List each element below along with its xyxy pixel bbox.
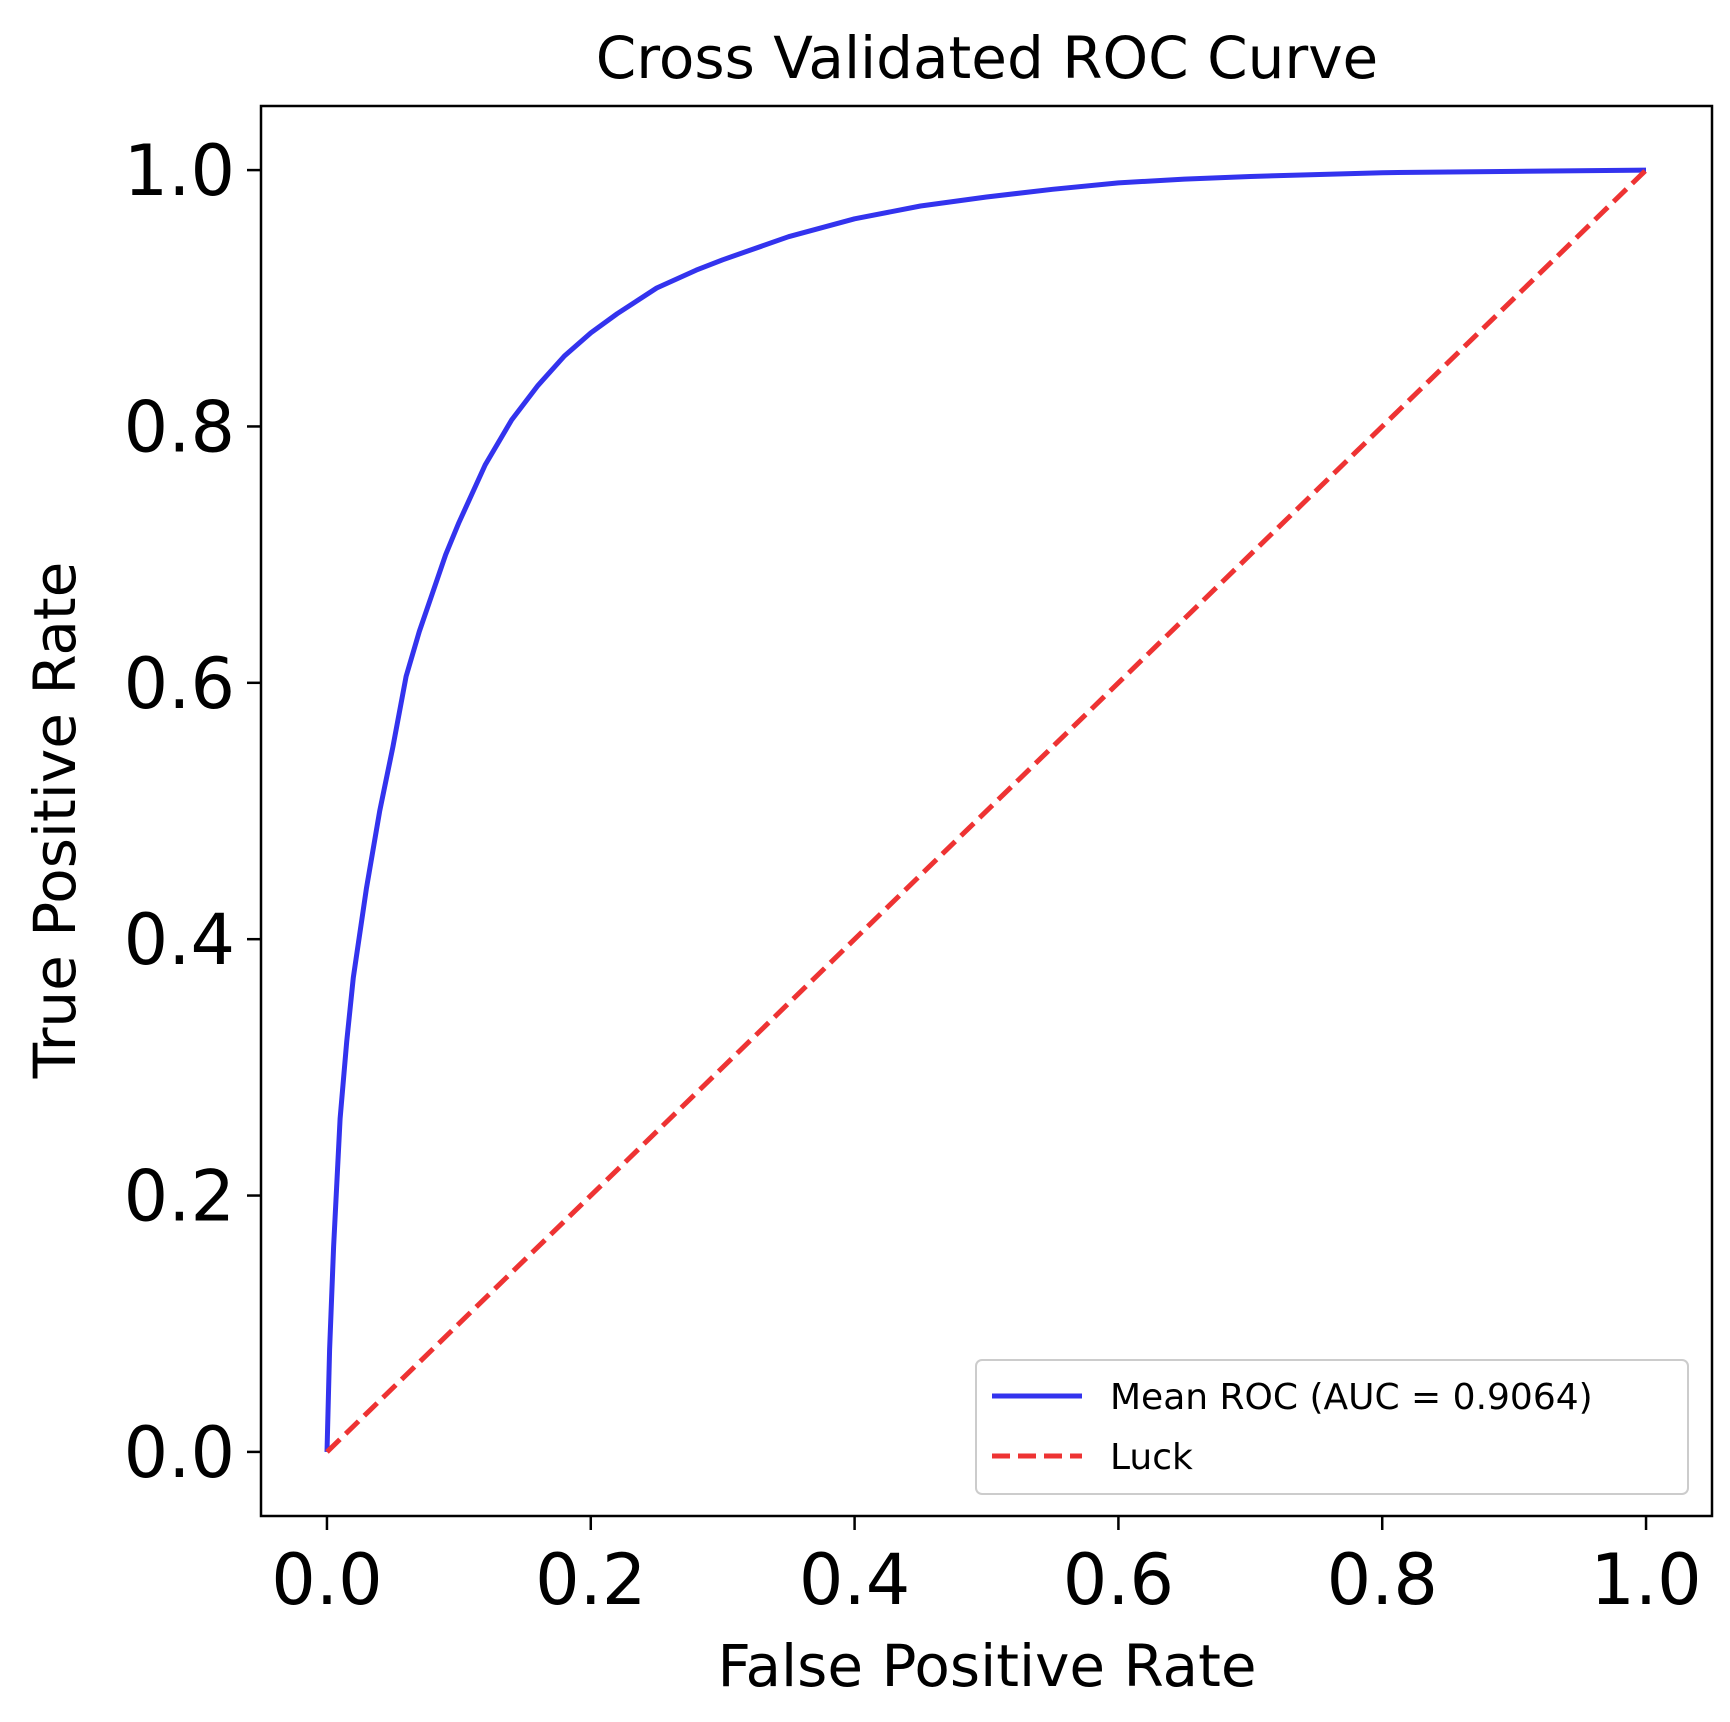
y-axis-label: True Positive Rate: [21, 562, 89, 1080]
luck-line: [327, 170, 1646, 1452]
y-tick-label: 0.0: [124, 1412, 235, 1494]
legend-luck-label: Luck: [1110, 1437, 1193, 1478]
x-tick-label: 1.0: [1590, 1539, 1701, 1621]
y-tick-label: 0.2: [124, 1156, 235, 1238]
x-tick-label: 0.2: [535, 1539, 646, 1621]
chart-title: Cross Validated ROC Curve: [596, 24, 1378, 92]
legend-mean-roc-label: Mean ROC (AUC = 0.9064): [1110, 1377, 1593, 1418]
y-tick-label: 0.8: [124, 386, 235, 468]
x-tick-label: 0.8: [1327, 1539, 1438, 1621]
legend: Mean ROC (AUC = 0.9064) Luck: [976, 1360, 1688, 1494]
y-tick-label: 1.0: [124, 130, 235, 212]
y-tick-label: 0.4: [124, 899, 235, 981]
x-tick-label: 0.4: [799, 1539, 910, 1621]
plot-area: [261, 106, 1712, 1516]
x-tick-label: 0.0: [271, 1539, 382, 1621]
x-axis-label: False Positive Rate: [717, 1632, 1256, 1700]
y-tick-label: 0.6: [124, 643, 235, 725]
x-tick-label: 0.6: [1063, 1539, 1174, 1621]
